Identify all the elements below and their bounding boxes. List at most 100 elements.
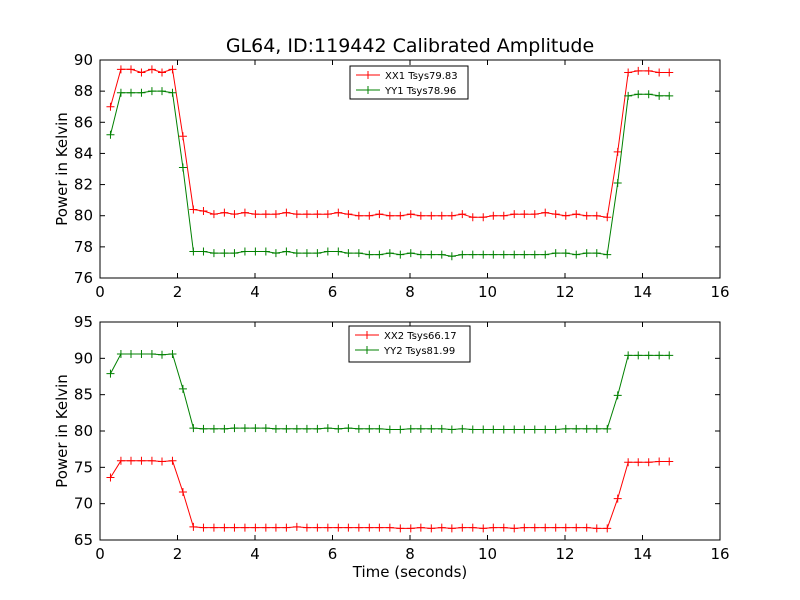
data-point: [385, 425, 394, 434]
data-point: [572, 523, 581, 532]
data-point: [271, 424, 280, 433]
data-point: [530, 523, 539, 532]
data-point: [530, 250, 539, 259]
data-point: [644, 351, 653, 360]
data-point: [282, 424, 291, 433]
data-point: [603, 213, 612, 222]
x-tick-label: 6: [328, 545, 338, 563]
data-point: [665, 457, 674, 466]
data-point: [147, 456, 156, 465]
y-tick-label: 88: [74, 82, 93, 100]
x-tick-label: 8: [405, 545, 415, 563]
data-point: [592, 524, 601, 533]
data-point: [313, 523, 322, 532]
x-axis-label: Time (seconds): [352, 563, 468, 581]
data-point: [282, 247, 291, 256]
data-point: [240, 523, 249, 532]
data-point: [302, 210, 311, 219]
data-point: [541, 250, 550, 259]
data-point: [261, 210, 270, 219]
data-point: [209, 523, 218, 532]
x-tick-label: 12: [555, 545, 574, 563]
data-point: [582, 523, 591, 532]
data-point: [489, 523, 498, 532]
data-point: [271, 210, 280, 219]
y-tick-label: 78: [74, 238, 93, 256]
data-point: [396, 425, 405, 434]
data-point: [530, 210, 539, 219]
data-point: [334, 424, 343, 433]
data-point: [510, 250, 519, 259]
data-point: [624, 68, 633, 77]
data-point: [561, 424, 570, 433]
y-tick-label: 70: [74, 495, 93, 513]
data-point: [127, 456, 135, 465]
y-tick-label: 75: [74, 458, 93, 476]
data-point: [158, 457, 166, 466]
data-point: [375, 523, 384, 532]
y-tick-label: 82: [74, 176, 93, 194]
data-point: [323, 424, 332, 433]
data-point: [127, 349, 135, 358]
data-point: [634, 66, 643, 75]
data-point: [199, 424, 208, 433]
data-point: [447, 252, 456, 261]
data-point: [613, 494, 622, 503]
data-point: [458, 523, 467, 532]
y-tick-label: 80: [74, 207, 93, 225]
data-point: [375, 210, 384, 219]
data-point: [561, 523, 570, 532]
data-point: [385, 249, 394, 258]
data-point: [499, 523, 508, 532]
data-point: [220, 208, 229, 217]
data-point: [582, 211, 591, 220]
data-point: [302, 249, 311, 258]
data-point: [354, 424, 363, 433]
data-point: [251, 523, 260, 532]
data-point: [427, 424, 436, 433]
data-point: [572, 424, 581, 433]
data-point: [230, 424, 239, 433]
data-point: [468, 250, 477, 259]
chart-panel-1: 0 2 4 6 8 10 12 14 16 76 78 80 82 84 86 88 90 GL64, ID:11…: [53, 35, 730, 301]
data-point: [334, 523, 343, 532]
data-point: [292, 249, 301, 258]
data-point: [634, 90, 643, 99]
data-point: [479, 213, 488, 222]
data-point: [396, 524, 405, 533]
data-point: [189, 424, 198, 433]
data-point: [489, 211, 498, 220]
x-tick-label: 8: [405, 283, 415, 301]
legend-marker: [364, 71, 372, 79]
data-point: [551, 523, 560, 532]
data-point: [302, 523, 311, 532]
x-tick-label: 4: [250, 283, 260, 301]
data-point: [613, 147, 622, 156]
y-tick-label: 80: [74, 422, 93, 440]
data-point: [375, 424, 384, 433]
legend-marker: [363, 346, 371, 354]
data-point: [479, 524, 488, 533]
data-point: [158, 350, 166, 359]
data-point: [116, 456, 125, 465]
data-point: [137, 68, 146, 77]
data-point: [406, 524, 415, 533]
data-point: [655, 457, 664, 466]
data-point: [655, 351, 664, 360]
data-point: [365, 523, 374, 532]
data-point: [292, 424, 301, 433]
data-point: [261, 247, 270, 256]
data-point: [261, 523, 270, 532]
y-axis-label: Power in Kelvin: [53, 374, 71, 488]
data-point: [551, 249, 560, 258]
x-tick-label: 14: [633, 283, 652, 301]
data-point: [302, 424, 311, 433]
data-point: [251, 247, 260, 256]
data-point: [271, 249, 280, 258]
data-point: [168, 65, 177, 74]
data-point: [541, 425, 550, 434]
data-point: [613, 391, 622, 400]
data-point: [458, 250, 467, 259]
x-tick-label: 10: [478, 545, 497, 563]
data-point: [354, 249, 363, 258]
